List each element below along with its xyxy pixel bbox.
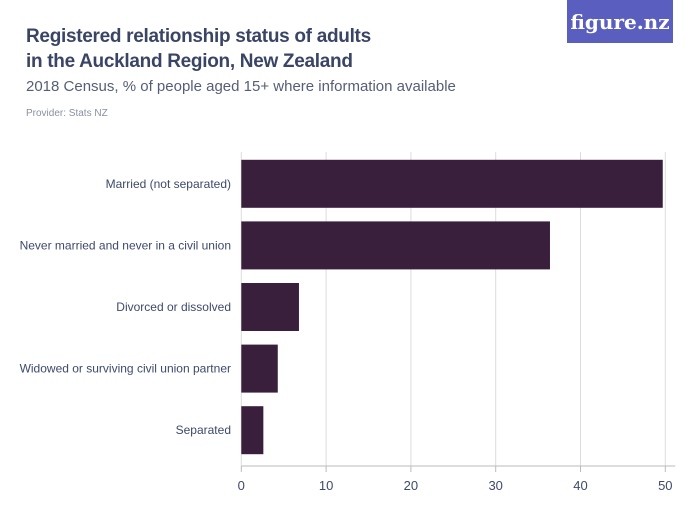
bar [241,159,663,208]
x-tick-label: 40 [573,478,587,493]
figure-nz-logo[interactable]: figure.nz [567,0,673,43]
bar [241,283,299,331]
category-label: Divorced or dissolved [116,300,231,314]
x-tick-label: 10 [319,478,333,493]
bar [241,344,278,393]
x-tick-label: 20 [404,478,418,493]
x-tick-label: 50 [658,478,672,493]
chart-title: Registered relationship status of adults… [26,26,371,72]
category-label: Married (not separated) [106,177,231,191]
chart-subtitle: 2018 Census, % of people aged 15+ where … [26,78,456,95]
category-label: Widowed or surviving civil union partner [20,362,231,376]
bar [241,221,550,270]
x-tick-label: 0 [238,478,245,493]
bar [241,406,264,455]
x-tick-label: 30 [488,478,502,493]
category-label: Separated [176,423,231,437]
provider-label: Provider: Stats NZ [26,108,108,119]
category-label: Never married and never in a civil union [20,238,231,252]
